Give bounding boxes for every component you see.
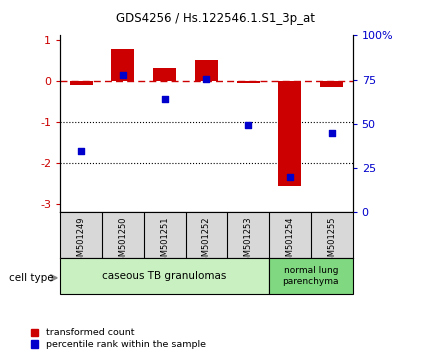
Point bbox=[328, 131, 335, 136]
Text: GSM501255: GSM501255 bbox=[327, 216, 336, 267]
Point bbox=[245, 122, 252, 128]
Point bbox=[203, 76, 210, 81]
Point bbox=[286, 175, 293, 180]
Bar bbox=[70, 81, 92, 85]
Legend: transformed count, percentile rank within the sample: transformed count, percentile rank withi… bbox=[31, 329, 206, 349]
Point bbox=[161, 96, 168, 102]
Point bbox=[120, 72, 126, 77]
FancyBboxPatch shape bbox=[60, 258, 269, 294]
Text: GSM501251: GSM501251 bbox=[160, 216, 169, 267]
Text: GSM501249: GSM501249 bbox=[77, 216, 86, 267]
Bar bbox=[279, 81, 301, 185]
Bar bbox=[153, 68, 176, 81]
Text: GDS4256 / Hs.122546.1.S1_3p_at: GDS4256 / Hs.122546.1.S1_3p_at bbox=[116, 12, 314, 25]
FancyBboxPatch shape bbox=[269, 258, 353, 294]
Text: GSM501250: GSM501250 bbox=[118, 216, 127, 267]
Text: normal lung
parenchyma: normal lung parenchyma bbox=[283, 267, 339, 286]
Text: cell type: cell type bbox=[9, 273, 53, 283]
Text: GSM501253: GSM501253 bbox=[244, 216, 253, 267]
Text: GSM501252: GSM501252 bbox=[202, 216, 211, 267]
Text: GSM501254: GSM501254 bbox=[286, 216, 295, 267]
Bar bbox=[195, 60, 218, 81]
Bar bbox=[111, 48, 134, 81]
Bar bbox=[320, 81, 343, 87]
Text: caseous TB granulomas: caseous TB granulomas bbox=[102, 271, 227, 281]
Bar bbox=[237, 81, 260, 83]
Point bbox=[78, 149, 85, 154]
